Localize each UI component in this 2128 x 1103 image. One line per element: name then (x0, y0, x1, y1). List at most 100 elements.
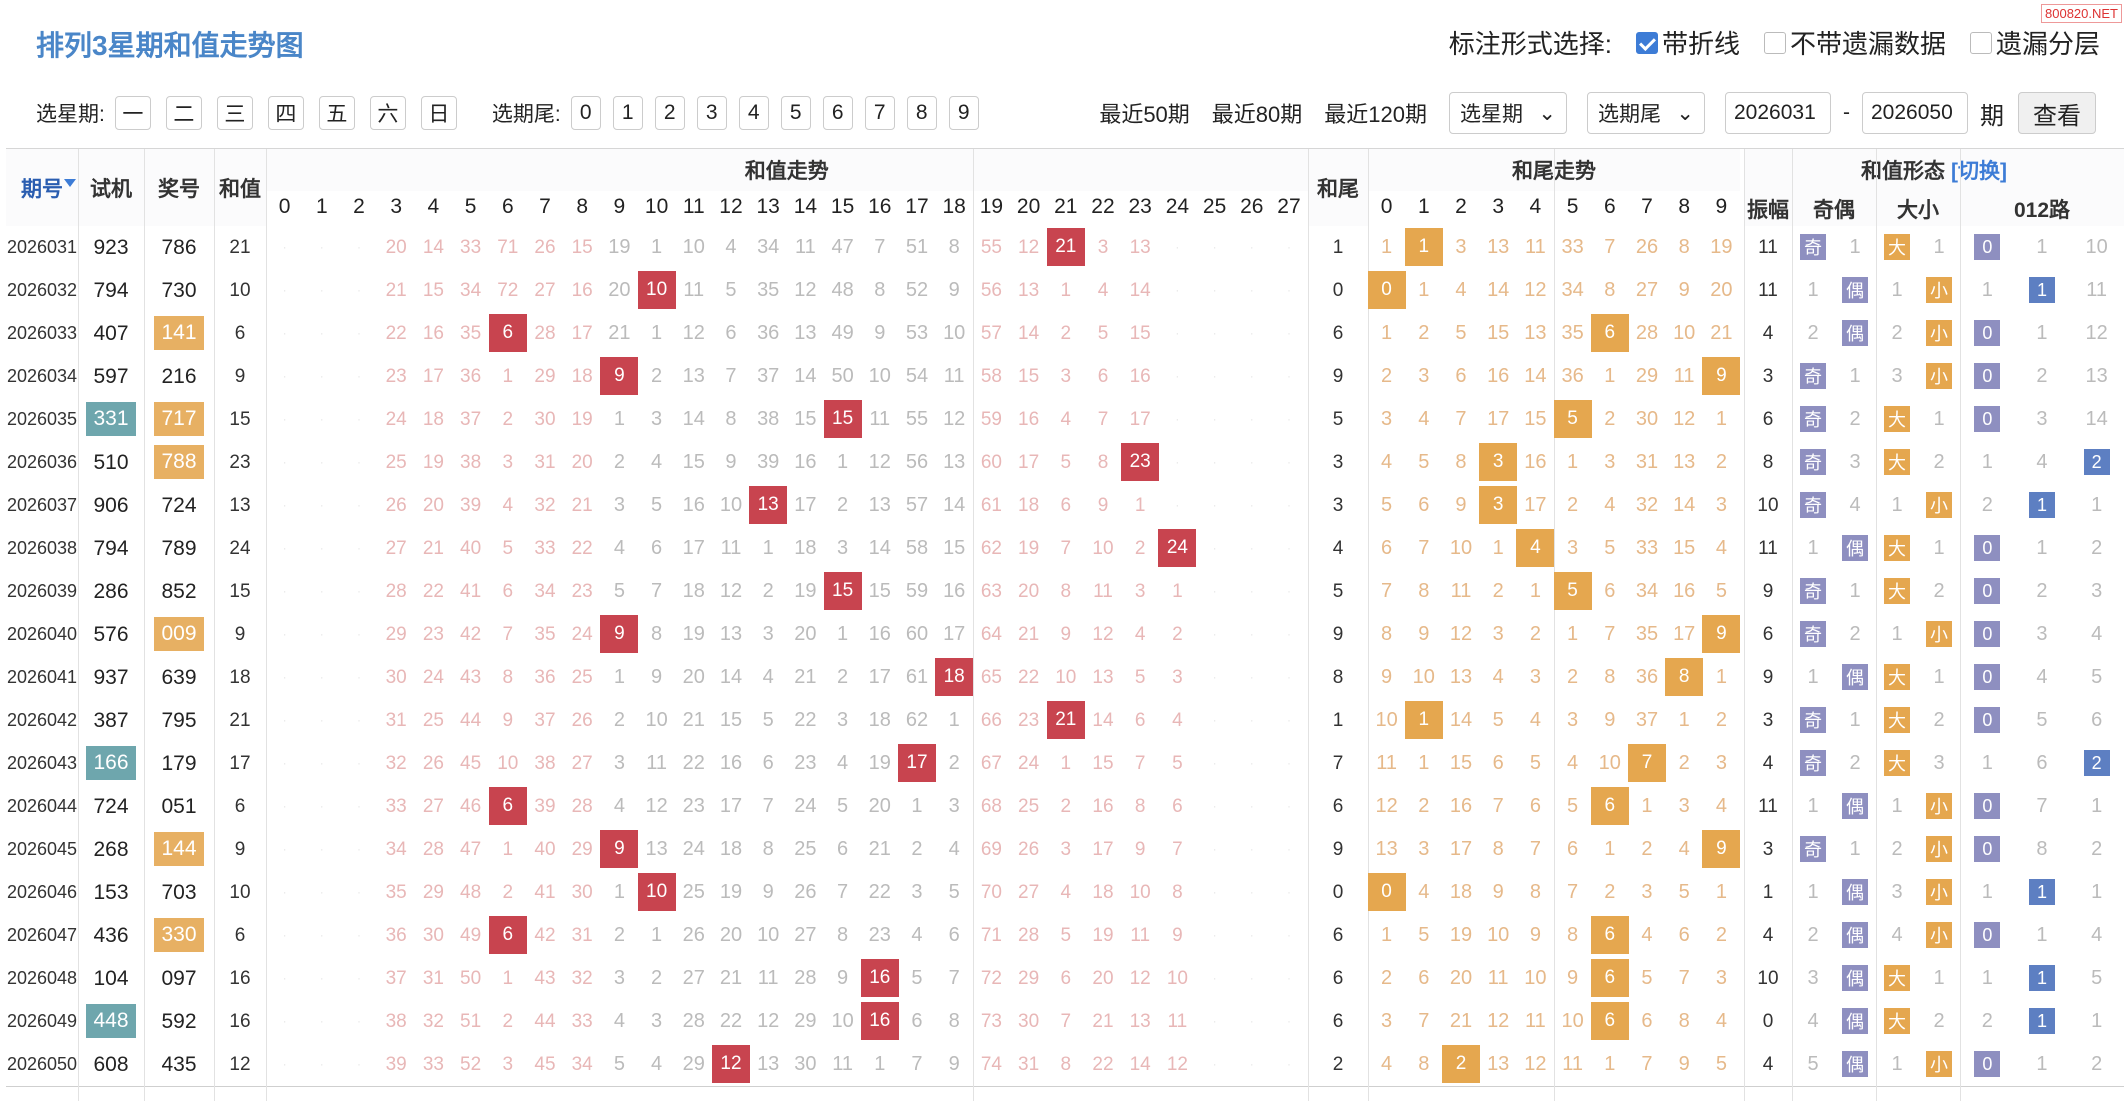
query-button[interactable]: 查看 (2018, 92, 2096, 134)
amp-cell: 10 (1757, 968, 1779, 989)
tail-miss-cell: 35 (1635, 623, 1659, 645)
miss-cell: 3 (1060, 839, 1072, 860)
miss-cell: 28 (422, 839, 444, 860)
sort-down-icon[interactable] (64, 179, 76, 187)
checkbox-icon[interactable] (1969, 31, 1992, 54)
tail-chip[interactable]: 4 (738, 96, 769, 130)
tail-chip[interactable]: 9 (948, 96, 979, 130)
grid-line (214, 149, 215, 1101)
tail-miss-cell: 6 (1529, 795, 1541, 817)
watermark: 800820.NET (2041, 4, 2122, 23)
miss-cell: 4 (613, 795, 625, 817)
miss-cell: 6 (837, 838, 849, 860)
tail-cell: 6 (1332, 925, 1344, 946)
header-issue[interactable]: 期号 (6, 149, 78, 226)
bs-miss: 2 (1933, 709, 1945, 731)
route-miss: 1 (1981, 451, 1993, 473)
sum-col-header: 25 (1202, 195, 1227, 218)
tail-chip[interactable]: 8 (906, 96, 937, 130)
miss-cell: 8 (1172, 882, 1183, 903)
miss-cell: 23 (1018, 710, 1040, 731)
tail-miss-cell: 4 (1715, 795, 1727, 817)
bs-miss: 2 (1891, 838, 1903, 860)
bs-miss: 1 (1933, 666, 1945, 688)
miss-cell: 21 (608, 322, 631, 344)
tail-chip[interactable]: 3 (696, 96, 727, 130)
miss-cell: 11 (646, 752, 667, 774)
tail-miss-cell: 2 (1418, 795, 1430, 817)
miss-cell: 29 (422, 882, 444, 903)
tail-miss-cell: 2 (1604, 881, 1616, 903)
tail-chip[interactable]: 1 (612, 96, 643, 130)
tail-select[interactable]: 选期尾 ⌄ (1587, 92, 1705, 134)
sum-col-header: 7 (539, 195, 551, 218)
tail-miss-cell: 12 (1449, 623, 1473, 645)
tail-miss-cell: 3 (1381, 1010, 1393, 1032)
miss-cell: · (1286, 713, 1291, 727)
tail-miss-cell: 7 (1492, 795, 1504, 817)
amp-cell: 0 (1762, 1011, 1774, 1032)
miss-cell: · (282, 240, 287, 254)
miss-cell: · (1286, 240, 1291, 254)
grid-line (972, 149, 974, 1101)
odd-tag: 奇 (1800, 234, 1826, 260)
miss-cell: · (1286, 971, 1291, 985)
tail-chip[interactable]: 5 (780, 96, 811, 130)
miss-cell: 15 (1092, 753, 1114, 774)
header-sum-trend: 和值走势 (266, 149, 1308, 191)
weekday-chip[interactable]: 三 (216, 96, 253, 130)
tail-miss-cell: 16 (1487, 365, 1510, 387)
from-input[interactable]: 2026031 (1725, 92, 1831, 134)
tail-miss-cell: 3 (1678, 795, 1690, 817)
tail-chip[interactable]: 6 (822, 96, 853, 130)
tail-miss-cell: 6 (1567, 838, 1579, 860)
miss-cell: 14 (868, 537, 891, 559)
option-line[interactable]: 带折线 (1635, 24, 1740, 61)
miss-cell: 7 (837, 881, 849, 903)
recent-80-link[interactable]: 最近80期 (1211, 102, 1303, 127)
miss-cell: · (319, 326, 324, 340)
miss-cell: · (1212, 670, 1217, 684)
tail-chip[interactable]: 7 (864, 96, 895, 130)
miss-cell: · (1249, 455, 1254, 469)
switch-link[interactable]: [切换] (1951, 160, 2007, 183)
tail-miss-cell: 3 (1567, 709, 1579, 731)
test-cell: 286 (93, 580, 129, 603)
miss-cell: 2 (502, 882, 514, 903)
weekday-chip[interactable]: 六 (369, 96, 406, 130)
miss-cell: 49 (460, 925, 482, 946)
big-tag: 大 (1884, 234, 1910, 260)
tail-marker: 5 (1553, 572, 1592, 610)
weekday-chip[interactable]: 四 (267, 96, 304, 130)
weekday-chip[interactable]: 一 (114, 96, 151, 130)
checkbox-icon[interactable] (1763, 31, 1786, 54)
miss-cell: 5 (1172, 753, 1183, 774)
checkbox-icon[interactable] (1635, 31, 1658, 54)
miss-cell: · (356, 928, 361, 942)
route-miss: 1 (2036, 1053, 2048, 1075)
tail-chip[interactable]: 0 (570, 96, 601, 130)
page-title: 排列3星期和值走势图 (36, 30, 304, 61)
sum-col-header: 14 (793, 195, 818, 218)
miss-cell: 6 (762, 752, 774, 774)
weekday-chip[interactable]: 二 (165, 96, 202, 130)
miss-cell: 16 (943, 580, 966, 602)
amp-cell: 11 (1758, 280, 1778, 301)
to-input[interactable]: 2026050 (1862, 92, 1968, 134)
oe-miss: 2 (1807, 322, 1819, 344)
option-no-miss[interactable]: 不带遗漏数据 (1763, 24, 1946, 61)
tail-chip[interactable]: 2 (654, 96, 685, 130)
tail-miss-cell: 21 (1449, 1010, 1473, 1032)
miss-cell: 10 (1055, 667, 1077, 688)
recent-120-link[interactable]: 最近120期 (1324, 102, 1427, 127)
recent-50-link[interactable]: 最近50期 (1099, 102, 1190, 127)
tail-miss-cell: 13 (1449, 666, 1473, 688)
miss-cell: · (1286, 498, 1291, 512)
weekday-chip[interactable]: 五 (318, 96, 355, 130)
miss-cell: 31 (571, 925, 593, 946)
miss-cell: 21 (1018, 624, 1040, 645)
option-layer[interactable]: 遗漏分层 (1969, 24, 2100, 61)
award-cell: 435 (161, 1053, 197, 1076)
week-select[interactable]: 选星期 ⌄ (1449, 92, 1567, 134)
weekday-chip[interactable]: 日 (420, 96, 457, 130)
